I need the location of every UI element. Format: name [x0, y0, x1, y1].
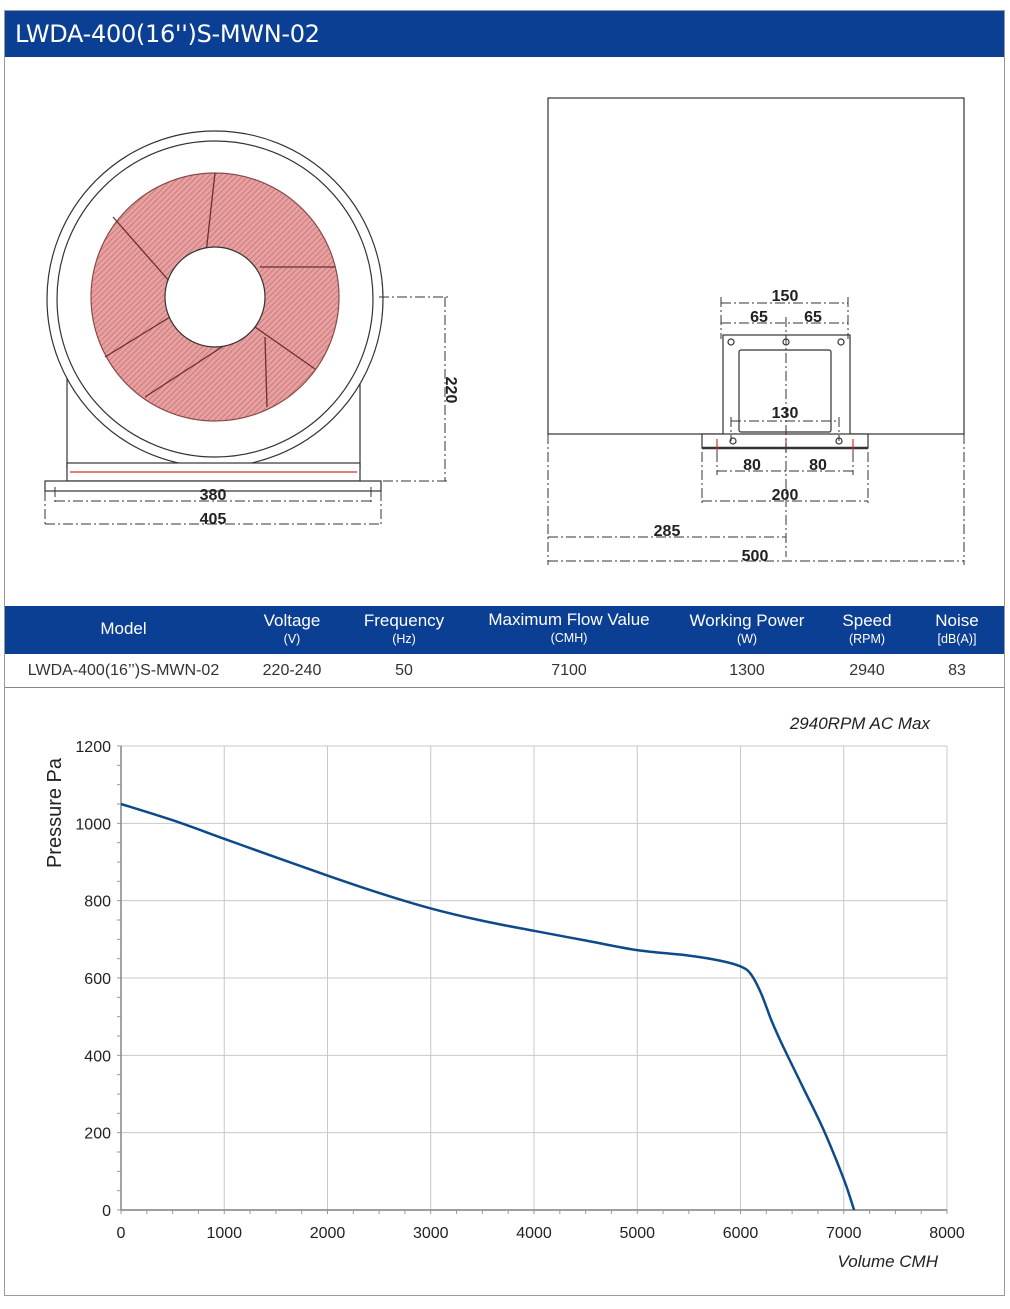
dim-height: 220 — [442, 377, 459, 404]
spec-table-header: Model Voltage (V) Frequency (Hz) Maximum F… — [5, 606, 1004, 654]
cell-model: LWDA-400(16’’)S-MWN-02 — [27, 662, 220, 679]
mount-window — [738, 349, 832, 433]
x-tick-label: 4000 — [516, 1225, 552, 1242]
dim-200: 200 — [772, 487, 799, 504]
x-tick-label: 7000 — [826, 1225, 862, 1242]
pressure-curve — [120, 802, 856, 1211]
y-tick-label: 1000 — [75, 816, 111, 833]
mount-base — [701, 433, 869, 449]
drawing-svg: 220 380 405 — [44, 97, 965, 565]
page-title: LWDA-400(16'')S-MWN-02 — [15, 20, 320, 48]
cell-max-flow: 7100 — [551, 662, 587, 679]
y-tick-label: 800 — [84, 894, 111, 911]
impeller-blades — [104, 172, 335, 408]
dimension-drawing: 220 380 405 — [5, 57, 1004, 605]
page-frame — [4, 10, 1005, 1296]
x-tick-label: 2000 — [310, 1225, 346, 1242]
y-tick-label: 600 — [84, 971, 111, 988]
cell-voltage: 220-240 — [262, 662, 322, 679]
cell-frequency: 50 — [395, 662, 413, 679]
header-model: Model — [100, 619, 147, 638]
y-tick-label: 0 — [102, 1203, 111, 1220]
dim-65-left: 65 — [750, 309, 768, 326]
cell-working-power: 1300 — [729, 662, 765, 679]
header-voltage: Voltage (V) — [263, 611, 321, 646]
dim-inner-width: 380 — [200, 487, 227, 504]
x-tick-label: 1000 — [206, 1225, 242, 1242]
x-tick-label: 5000 — [619, 1225, 655, 1242]
dim-65-right: 65 — [804, 309, 822, 326]
y-tick-label: 400 — [84, 1048, 111, 1065]
y-tick-label: 1200 — [75, 739, 111, 756]
header-working-power: Working Power (W) — [689, 611, 805, 646]
chart-svg: 2940RPM AC Max Volume CMH Pressure Pa 0 1… — [44, 714, 965, 1271]
y-tick-label: 200 — [84, 1126, 111, 1143]
x-axis-label: Volume CMH — [838, 1252, 939, 1271]
hub — [164, 246, 266, 348]
y-axis-label: Pressure Pa — [44, 757, 66, 868]
x-tick-label: 6000 — [723, 1225, 759, 1242]
dim-130: 130 — [772, 405, 799, 422]
spec-table-row: LWDA-400(16’’)S-MWN-02 220-240 50 7100 1… — [5, 654, 1004, 688]
header-noise: Noise [dB(A)] — [935, 611, 979, 646]
x-tick-label: 0 — [117, 1225, 126, 1242]
dim-500: 500 — [742, 548, 769, 565]
dim-150: 150 — [772, 288, 799, 305]
x-tick-label: 3000 — [413, 1225, 449, 1242]
performance-chart: 2940RPM AC Max Volume CMH Pressure Pa 0 1… — [5, 688, 1004, 1295]
dim-outer-width: 405 — [200, 511, 227, 528]
inner-ring — [56, 140, 374, 458]
side-view — [547, 97, 965, 565]
header-frequency: Frequency (Hz) — [363, 611, 445, 646]
dim-285: 285 — [654, 523, 681, 540]
dim-80-right: 80 — [809, 457, 827, 474]
front-view — [44, 130, 448, 527]
header-speed: Speed (RPM) — [842, 611, 892, 646]
cell-speed: 2940 — [849, 662, 885, 679]
title-bar: LWDA-400(16'')S-MWN-02 — [5, 11, 1004, 57]
chart-title: 2940RPM AC Max — [789, 714, 931, 733]
header-max-flow: Maximum Flow Value (CMH) — [488, 610, 650, 645]
dim-80-left: 80 — [743, 457, 761, 474]
cell-noise: 83 — [948, 662, 966, 679]
x-tick-label: 8000 — [929, 1225, 965, 1242]
